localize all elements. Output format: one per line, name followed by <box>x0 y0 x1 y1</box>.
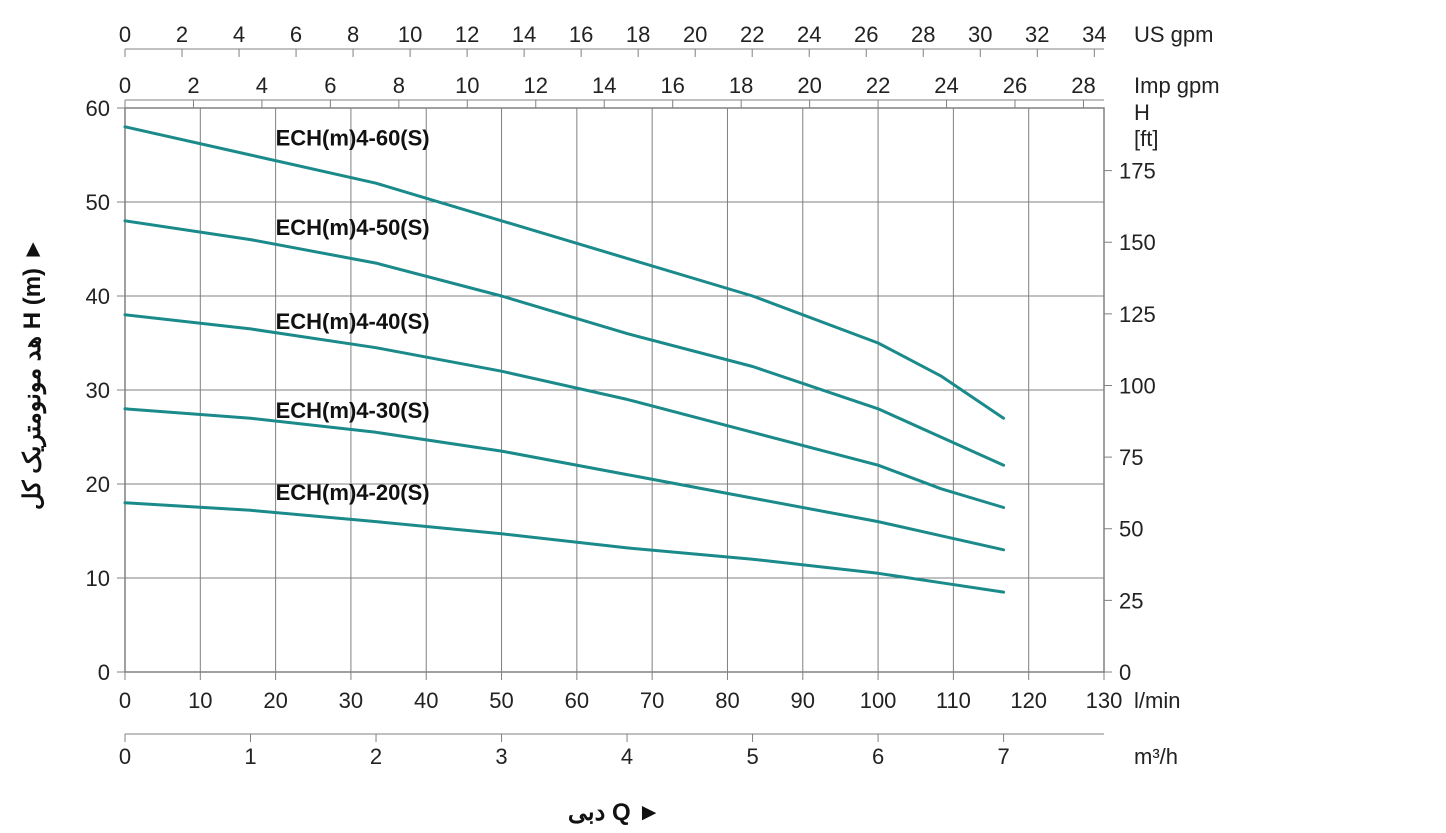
bottom-lmin-tick: 10 <box>188 688 212 713</box>
bottom-lmin-tick: 50 <box>489 688 513 713</box>
bottom-lmin-tick: 70 <box>640 688 664 713</box>
right-ft-tick: 25 <box>1119 588 1143 613</box>
top-usgpm-tick: 26 <box>854 22 878 47</box>
top-impgpm-tick: 20 <box>797 73 821 98</box>
top-impgpm-tick: 28 <box>1071 73 1095 98</box>
bottom-m3h-tick: 6 <box>872 744 884 769</box>
top-impgpm-tick: 2 <box>187 73 199 98</box>
top-usgpm-tick: 16 <box>569 22 593 47</box>
bottom-lmin-tick: 100 <box>860 688 897 713</box>
bottom-lmin-tick: 90 <box>791 688 815 713</box>
top-usgpm-unit: US gpm <box>1134 22 1213 47</box>
left-m-tick: 30 <box>86 378 110 403</box>
right-ft-unit-sub: [ft] <box>1134 126 1158 151</box>
bottom-m3h-tick: 7 <box>997 744 1009 769</box>
top-impgpm-tick: 18 <box>729 73 753 98</box>
top-usgpm-tick: 32 <box>1025 22 1049 47</box>
bottom-lmin-tick: 110 <box>936 688 971 713</box>
bottom-lmin-tick: 20 <box>263 688 287 713</box>
bottom-lmin-tick: 120 <box>1010 688 1047 713</box>
right-ft-tick: 125 <box>1119 302 1156 327</box>
bottom-lmin-tick: 130 <box>1086 688 1123 713</box>
left-m-tick: 10 <box>86 566 110 591</box>
bottom-m3h-tick: 2 <box>370 744 382 769</box>
y-axis-title: هد مونومتریک کل H (m) ► <box>19 238 47 510</box>
top-impgpm-tick: 24 <box>934 73 958 98</box>
top-impgpm-tick: 26 <box>1003 73 1027 98</box>
bottom-lmin-unit: l/min <box>1134 688 1180 713</box>
top-usgpm-tick: 4 <box>233 22 245 47</box>
series-label: ECH(m)4-20(S) <box>276 480 430 505</box>
top-impgpm-tick: 4 <box>256 73 268 98</box>
top-usgpm-tick: 2 <box>176 22 188 47</box>
right-ft-tick: 75 <box>1119 445 1143 470</box>
top-impgpm-tick: 6 <box>324 73 336 98</box>
top-impgpm-tick: 10 <box>455 73 479 98</box>
series-label: ECH(m)4-60(S) <box>276 126 430 151</box>
left-m-tick: 20 <box>86 472 110 497</box>
right-ft-tick: 175 <box>1119 159 1156 184</box>
series-label: ECH(m)4-30(S) <box>276 398 430 423</box>
bottom-lmin-tick: 30 <box>339 688 363 713</box>
bottom-m3h-unit: m³/h <box>1134 744 1178 769</box>
series-label: ECH(m)4-40(S) <box>276 309 430 334</box>
series-label: ECH(m)4-50(S) <box>276 215 430 240</box>
top-usgpm-tick: 18 <box>626 22 650 47</box>
right-ft-tick: 50 <box>1119 517 1143 542</box>
top-usgpm-tick: 10 <box>398 22 422 47</box>
chart-svg: 0246810121416182022242628303234US gpm024… <box>0 0 1446 833</box>
left-m-tick: 0 <box>98 660 110 685</box>
right-ft-tick: 100 <box>1119 373 1156 398</box>
top-impgpm-tick: 12 <box>524 73 548 98</box>
top-usgpm-tick: 20 <box>683 22 707 47</box>
bottom-m3h-tick: 4 <box>621 744 633 769</box>
bottom-m3h-tick: 3 <box>495 744 507 769</box>
pump-curve-chart: 0246810121416182022242628303234US gpm024… <box>0 0 1446 833</box>
bottom-m3h-tick: 0 <box>119 744 131 769</box>
top-impgpm-tick: 22 <box>866 73 890 98</box>
top-impgpm-tick: 14 <box>592 73 616 98</box>
top-usgpm-tick: 30 <box>968 22 992 47</box>
top-impgpm-unit: Imp gpm <box>1134 73 1220 98</box>
left-m-tick: 60 <box>86 96 110 121</box>
top-usgpm-tick: 8 <box>347 22 359 47</box>
top-usgpm-tick: 12 <box>455 22 479 47</box>
left-m-tick: 40 <box>86 284 110 309</box>
right-ft-tick: 0 <box>1119 660 1131 685</box>
bottom-m3h-tick: 1 <box>244 744 256 769</box>
top-usgpm-tick: 28 <box>911 22 935 47</box>
top-usgpm-tick: 22 <box>740 22 764 47</box>
top-usgpm-tick: 24 <box>797 22 821 47</box>
bottom-lmin-tick: 60 <box>565 688 589 713</box>
bottom-m3h-tick: 5 <box>746 744 758 769</box>
top-usgpm-tick: 0 <box>119 22 131 47</box>
left-m-tick: 50 <box>86 190 110 215</box>
right-ft-unit-top: H <box>1134 100 1150 125</box>
top-usgpm-tick: 14 <box>512 22 536 47</box>
top-usgpm-tick: 6 <box>290 22 302 47</box>
right-ft-tick: 150 <box>1119 230 1156 255</box>
top-impgpm-tick: 0 <box>119 73 131 98</box>
bottom-lmin-tick: 40 <box>414 688 438 713</box>
top-impgpm-tick: 8 <box>393 73 405 98</box>
bottom-lmin-tick: 80 <box>715 688 739 713</box>
top-impgpm-tick: 16 <box>660 73 684 98</box>
x-axis-title: دبی Q ► <box>568 799 661 826</box>
bottom-lmin-tick: 0 <box>119 688 131 713</box>
top-usgpm-tick: 34 <box>1082 22 1106 47</box>
